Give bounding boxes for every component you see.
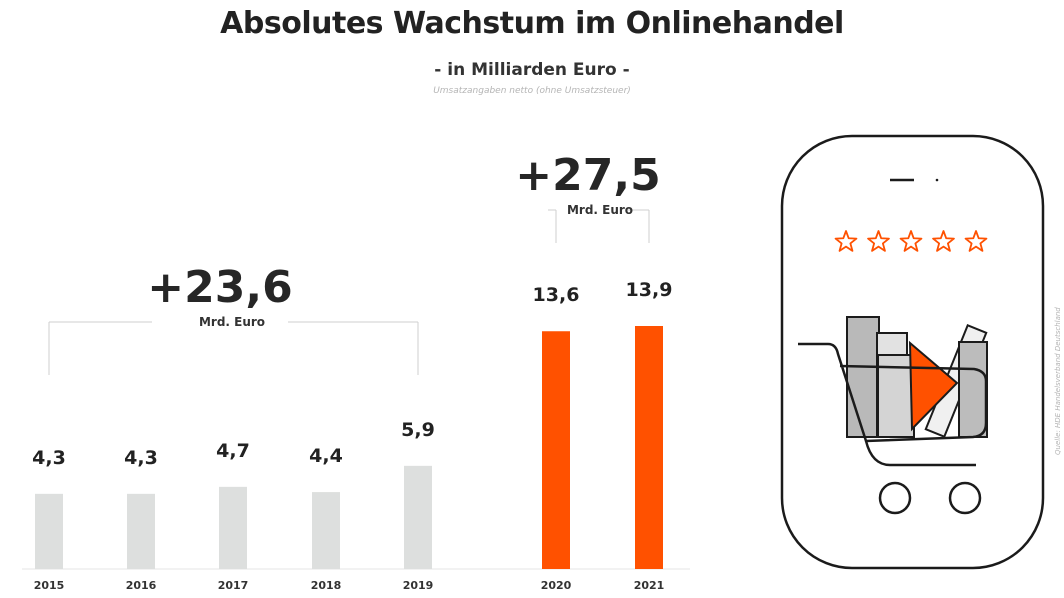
data-label-2020: 13,6	[533, 284, 580, 306]
smartphone-cart-icon	[780, 134, 1045, 570]
data-label-2018: 4,4	[309, 445, 343, 467]
bar-2020	[542, 331, 570, 569]
cart-icon	[798, 316, 988, 515]
bar-2019	[404, 465, 432, 569]
star-icon	[834, 230, 858, 252]
data-label-2019: 5,9	[401, 419, 435, 441]
star-icon	[867, 230, 890, 252]
tick-label-2021: 2021	[634, 579, 665, 592]
data-label-2015: 4,3	[32, 447, 66, 469]
bar-2017	[219, 486, 247, 569]
data-label-2017: 4,7	[216, 440, 250, 462]
bar-chart: 4,3 2015 4,3 2016 4,7 2017 4,4 2018 5,9 2019 13,6 2…	[22, 150, 690, 592]
star-rating-icon	[834, 230, 988, 252]
bar-2016	[127, 493, 155, 569]
source-note: Quelle: HDE Handelsverband Deutschland	[1054, 307, 1062, 455]
bar-2021	[635, 326, 663, 569]
data-label-2021: 13,9	[626, 279, 673, 301]
chart-footnote: Umsatzangaben netto (ohne Umsatzsteuer)	[433, 86, 631, 96]
cart-wheel-icon	[878, 481, 912, 515]
star-icon	[964, 230, 988, 252]
star-icon	[899, 230, 923, 252]
tick-label-2016: 2016	[126, 579, 157, 592]
tick-label-2017: 2017	[218, 579, 249, 592]
tick-label-2020: 2020	[541, 579, 572, 592]
growth-unit-1: Mrd. Euro	[567, 203, 633, 217]
phone-camera	[935, 178, 939, 182]
tick-label-2019: 2019	[403, 579, 434, 592]
tick-label-2018: 2018	[311, 579, 342, 592]
growth-unit-0: Mrd. Euro	[199, 315, 265, 329]
tick-label-2015: 2015	[34, 579, 65, 592]
data-label-2016: 4,3	[124, 447, 158, 469]
star-icon	[932, 230, 955, 252]
cart-wheel-icon	[948, 481, 982, 515]
bar-2015	[35, 493, 63, 569]
chart-subtitle: - in Milliarden Euro -	[434, 60, 630, 80]
growth-value-0: +23,6	[147, 262, 292, 313]
growth-value-1: +27,5	[515, 150, 660, 201]
chart-title: Absolutes Wachstum im Onlinehandel	[220, 6, 844, 41]
bar-2018	[312, 492, 340, 569]
